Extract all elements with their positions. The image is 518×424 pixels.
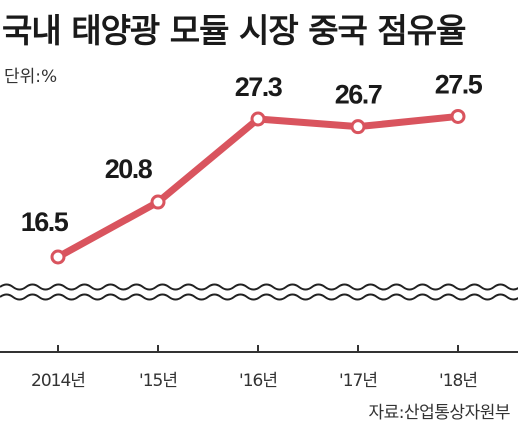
x-tick-label: '16년 (239, 371, 277, 391)
series-line (54, 112, 462, 261)
axis-break-wave-2 (0, 293, 518, 301)
series-polyline (54, 112, 462, 261)
data-labels: 16.5 20.8 27.3 26.7 27.5 (21, 69, 485, 237)
data-markers (50, 108, 466, 265)
x-tick-label: '15년 (139, 371, 177, 391)
data-label: 16.5 (21, 207, 69, 237)
data-point (350, 119, 366, 135)
axis-break-waves (0, 283, 518, 301)
x-tick-label: '18년 (439, 371, 477, 391)
x-tick-label: '17년 (339, 371, 377, 391)
data-point (250, 111, 266, 127)
data-label: 27.3 (235, 72, 283, 102)
source-note: 자료:산업통상자원부 (368, 403, 511, 423)
axis-break-wave-1 (0, 283, 518, 291)
unit-label: 단위:% (4, 67, 58, 87)
data-label: 27.5 (435, 69, 483, 99)
data-label: 20.8 (105, 154, 153, 184)
x-tick-label: 2014년 (31, 371, 85, 391)
x-ticks: 2014년 '15년 '16년 '17년 '18년 (31, 345, 478, 391)
chart-title: 국내 태양광 모듈 시장 중국 점유율 (2, 11, 466, 50)
data-label: 26.7 (335, 80, 382, 110)
data-point (450, 108, 466, 124)
data-point (50, 249, 66, 265)
data-point (150, 194, 166, 210)
